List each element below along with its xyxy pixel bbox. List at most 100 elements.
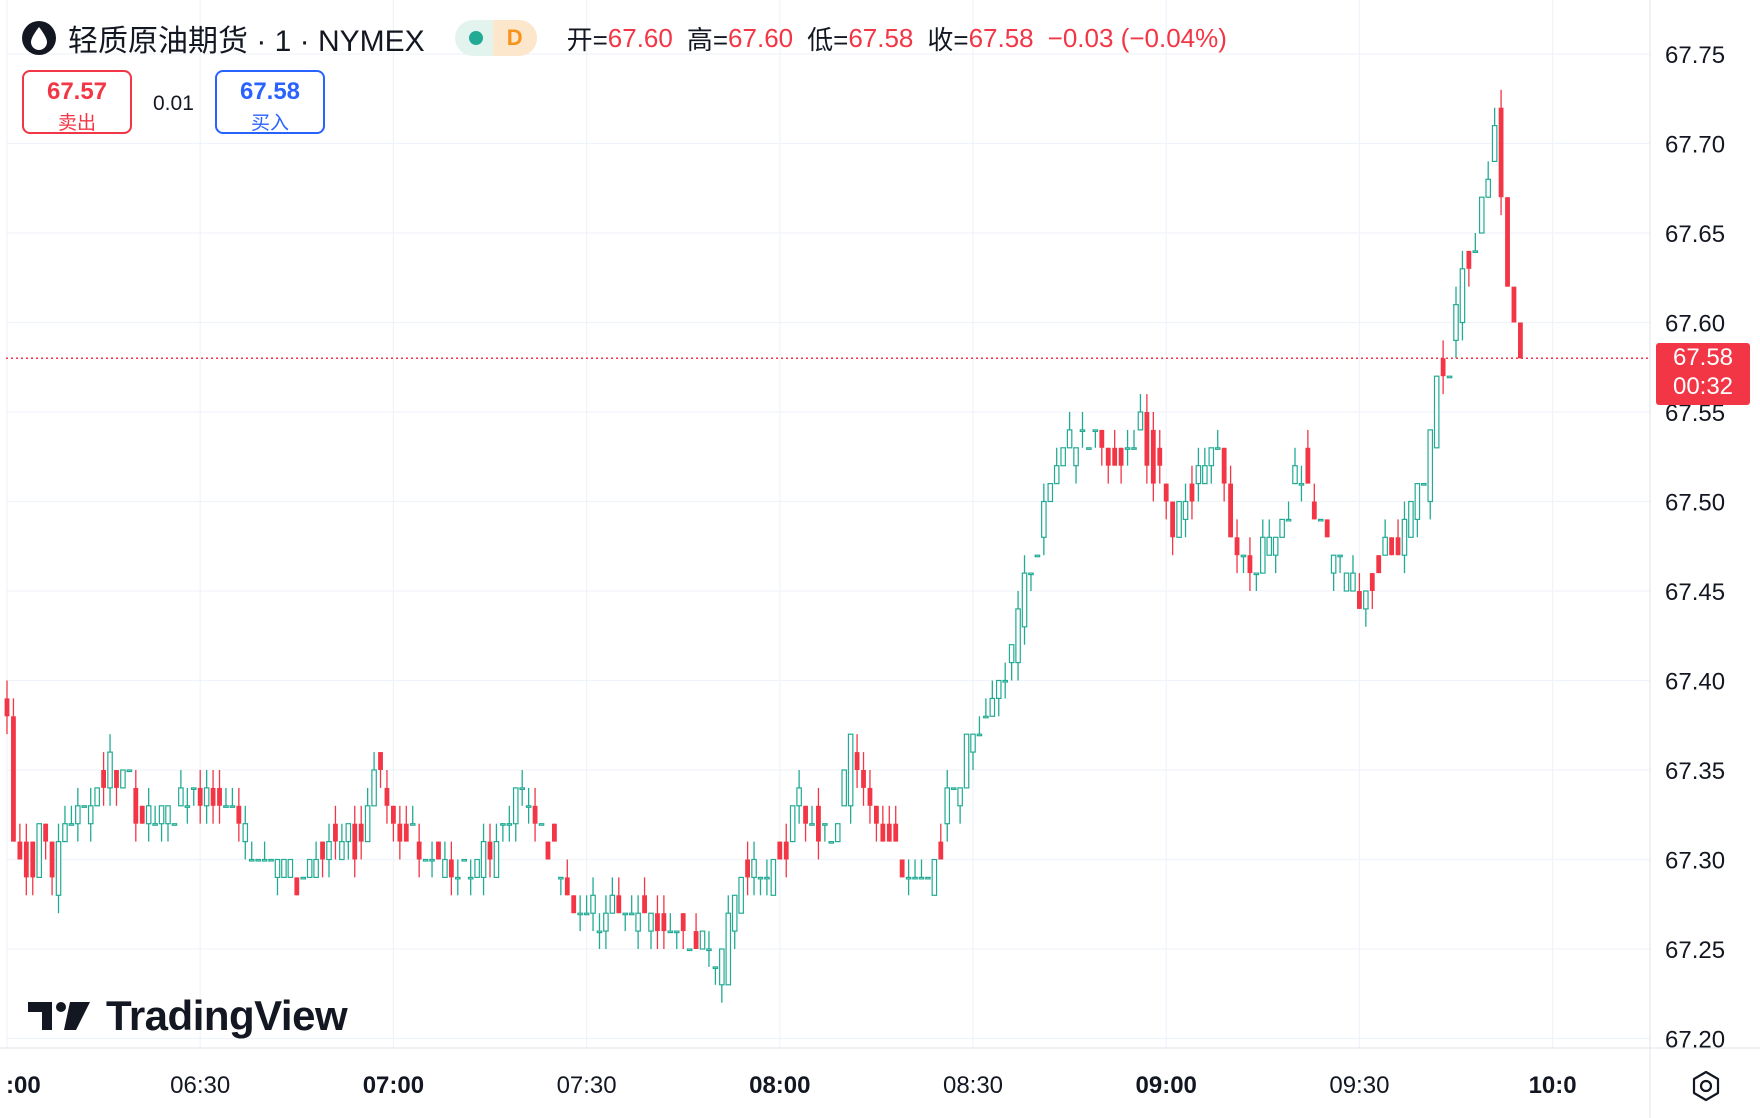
candle-body-up [1047,483,1054,503]
symbol-title[interactable]: 轻质原油期货 · 1 · NYMEX [68,25,425,58]
candle-body-up [667,930,674,934]
candle-body-up [1285,518,1292,522]
close-label: 收= [927,24,969,55]
candle-body-up [1446,375,1453,379]
candle-body-down [1163,483,1169,502]
candle-body-up [300,876,307,880]
candle-body-up [983,715,989,719]
candle-body-up [686,948,693,952]
candle-body-down [358,823,364,842]
candle-body-down [17,841,23,860]
y-tick-label: 67.70 [1665,132,1725,159]
candle-body-down [384,787,390,806]
candle-body-up [1259,536,1266,574]
candle-body-up [1433,375,1440,449]
candle-body-up [422,858,429,862]
candle-body-up [796,787,802,807]
sell-button[interactable]: 67.57 卖出 [22,70,132,134]
candle-body-down [436,841,441,860]
candle-body-down [43,823,49,842]
candle-body-down [1498,107,1504,198]
candle-body-up [1337,554,1343,558]
candle-body-up [203,787,210,807]
y-tick-label: 67.20 [1665,1027,1725,1054]
candle-body-up [1408,500,1414,538]
candle-body-up [152,823,158,826]
settings-gear-icon[interactable] [1689,1069,1723,1103]
candle-body-down [1247,555,1253,574]
candle-body-down [571,895,577,914]
candle-body-up [905,876,912,880]
candle-body-up [603,912,609,932]
candle-body-up [81,805,88,808]
candle-body-up [1092,429,1099,432]
candle-body-up [725,912,732,986]
market-status-pill[interactable]: D [454,20,537,56]
x-tick-label: 10:0 [1529,1072,1577,1099]
x-tick-label: 09:00 [1136,1072,1197,1099]
y-tick-label: 67.60 [1665,311,1725,338]
candle-body-down [448,859,454,878]
buy-price: 67.58 [239,78,301,105]
candle-body-up [1317,518,1324,522]
candle-body-up [1253,572,1260,576]
candle-body-up [158,805,165,825]
candle-body-down [294,877,300,896]
price-axis[interactable]: 67.7567.7067.6567.6067.5567.5067.4567.40… [1649,0,1725,1118]
candle-body-up [558,876,564,880]
candle-body-up [944,787,951,825]
candle-body-down [1357,591,1362,609]
candle-body-up [841,769,848,807]
candle-body-down [30,841,36,878]
candle-body-up [474,858,480,878]
candle-body-up [178,787,184,807]
candle-body-up [1427,429,1434,503]
candle-body-up [268,858,274,862]
buy-button[interactable]: 67.58 买入 [215,70,325,134]
candle-body-up [1086,447,1092,450]
candle-body-down [1511,286,1517,323]
candle-body-down [803,805,808,824]
candle-body-down [783,841,789,860]
candle-body-up [190,787,197,791]
candle-body-down [1376,555,1382,574]
candle-body-down [655,913,660,932]
time-axis[interactable]: :00 06:30 07:00 07:30 08:00 08:30 09:00 09:30 10… [0,1047,1760,1099]
candle-body-up [1420,483,1427,486]
y-tick-label: 67.25 [1665,937,1725,964]
candle-body-up [1079,429,1086,432]
candle-body-up [1350,572,1356,592]
candle-body-up [648,912,654,932]
oil-drop-icon[interactable] [22,21,56,55]
candle-body-down [1150,429,1156,484]
candle-body-up [62,823,68,843]
candle-body-up [107,751,113,789]
candle-body-up [1053,465,1060,485]
candle-body-up [1491,124,1498,162]
candle-body-up [673,930,680,934]
candle-body-up [287,858,294,878]
sell-price: 67.57 [46,78,108,105]
candle-body-down [1311,501,1317,520]
candle-body-up [145,805,152,825]
candle-body-up [931,858,938,896]
candle-body-up [493,840,500,878]
buy-label: 买入 [250,113,289,134]
candle-body-down [642,895,647,914]
candle-body-down [861,770,866,788]
candle-body-up [339,840,345,861]
candle-body-up [970,733,976,753]
candle-body-up [635,912,641,932]
candle-body-up [789,805,796,843]
candle-body-up [834,823,841,843]
change-value: −0.03 (−0.04%) [1047,22,1227,53]
candle-body-up [590,894,596,914]
candle-body-up [184,805,191,808]
candle-body-down [1228,483,1233,538]
candle-body-down [661,913,667,932]
tradingview-logo[interactable]: TradingView [28,992,348,1040]
candle-body-up [1041,500,1047,538]
last-price-value: 67.58 [1672,344,1734,371]
candle-body-up [1292,465,1298,485]
